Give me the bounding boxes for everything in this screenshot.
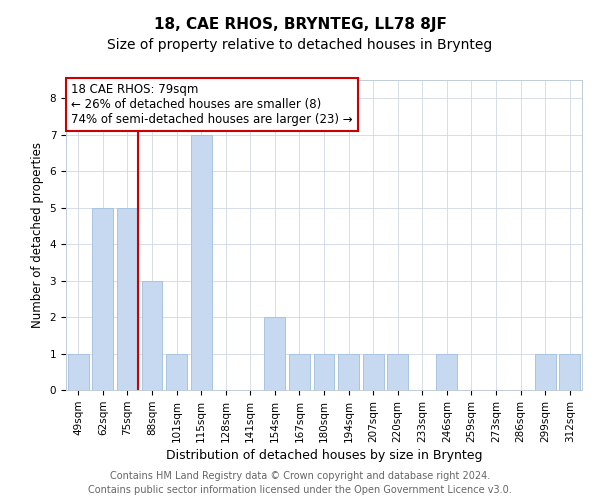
- Text: 18, CAE RHOS, BRYNTEG, LL78 8JF: 18, CAE RHOS, BRYNTEG, LL78 8JF: [154, 18, 446, 32]
- X-axis label: Distribution of detached houses by size in Brynteg: Distribution of detached houses by size …: [166, 449, 482, 462]
- Bar: [387, 354, 408, 390]
- Text: Contains HM Land Registry data © Crown copyright and database right 2024.
Contai: Contains HM Land Registry data © Crown c…: [88, 471, 512, 495]
- Bar: [68, 354, 89, 390]
- Bar: [117, 208, 138, 390]
- Y-axis label: Number of detached properties: Number of detached properties: [31, 142, 44, 328]
- Bar: [191, 134, 212, 390]
- Bar: [265, 317, 286, 390]
- Bar: [338, 354, 359, 390]
- Text: Size of property relative to detached houses in Brynteg: Size of property relative to detached ho…: [107, 38, 493, 52]
- Bar: [362, 354, 383, 390]
- Bar: [92, 208, 113, 390]
- Bar: [559, 354, 580, 390]
- Bar: [436, 354, 457, 390]
- Text: 18 CAE RHOS: 79sqm
← 26% of detached houses are smaller (8)
74% of semi-detached: 18 CAE RHOS: 79sqm ← 26% of detached hou…: [71, 83, 353, 126]
- Bar: [535, 354, 556, 390]
- Bar: [289, 354, 310, 390]
- Bar: [142, 280, 163, 390]
- Bar: [166, 354, 187, 390]
- Bar: [314, 354, 334, 390]
